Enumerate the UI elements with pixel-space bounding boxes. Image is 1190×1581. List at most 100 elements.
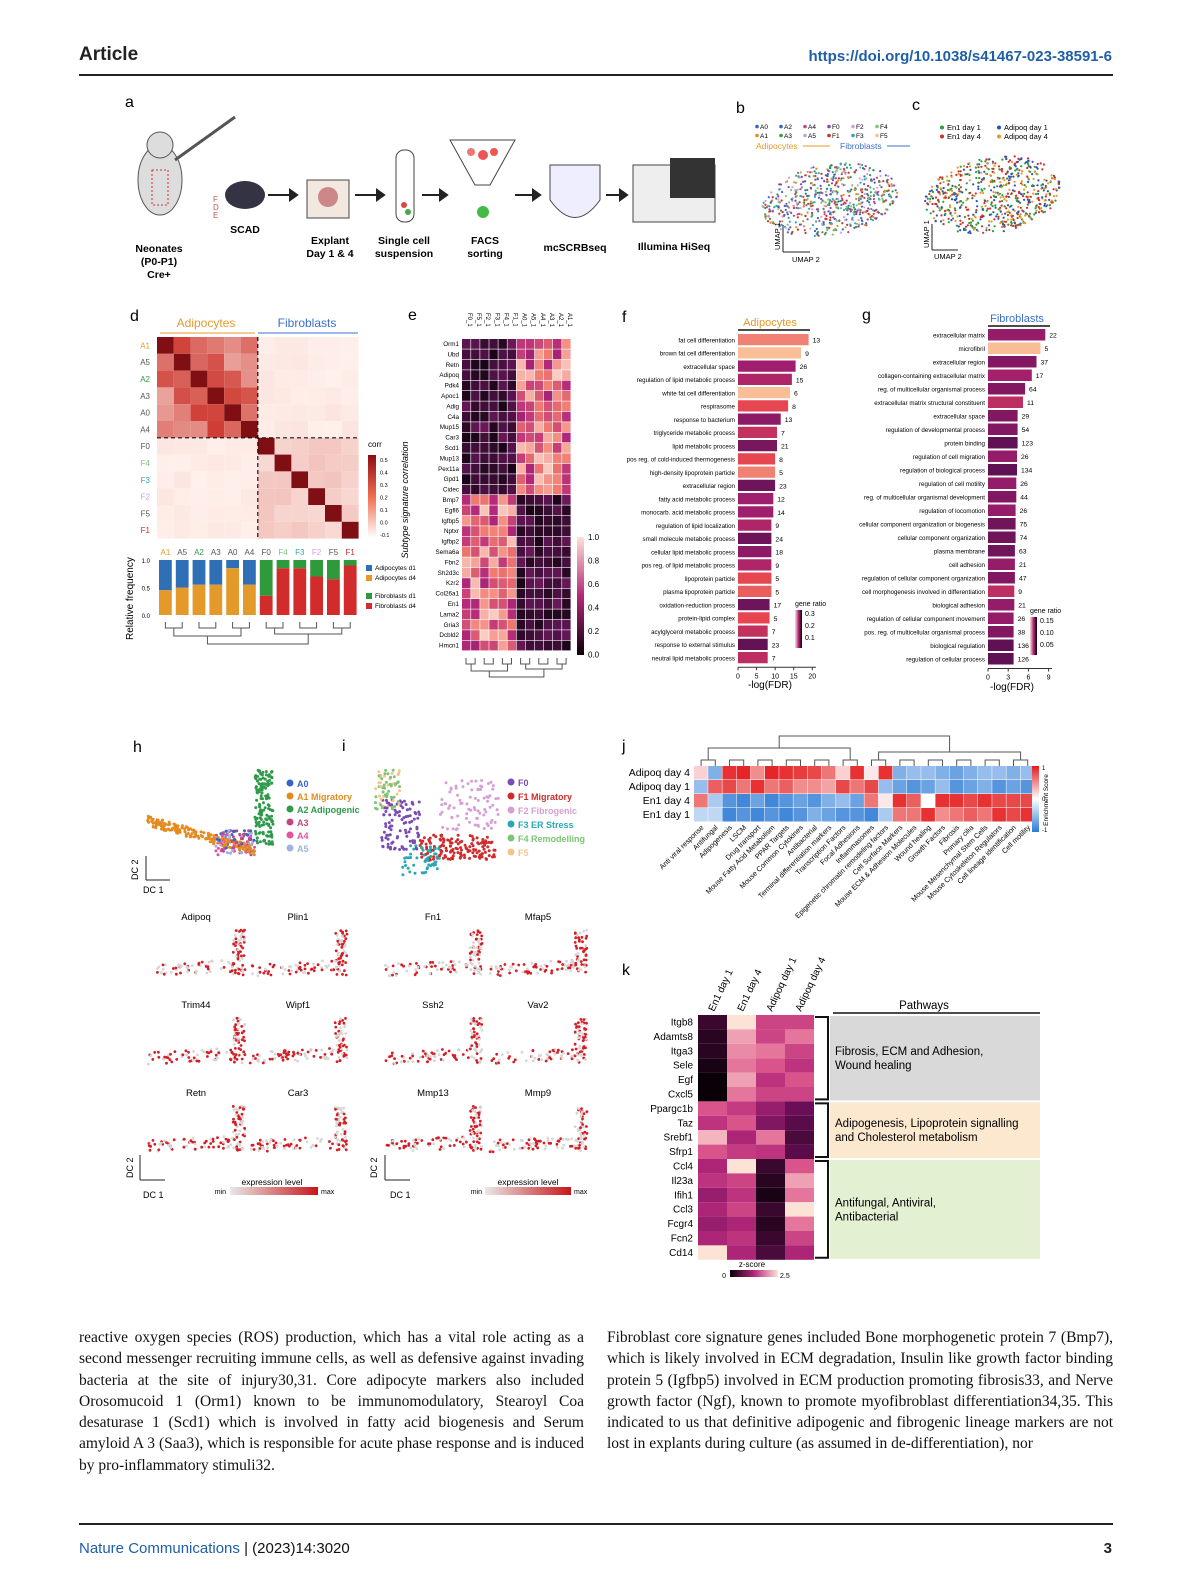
legend-dot xyxy=(507,848,515,856)
expr-point xyxy=(311,1143,315,1147)
umap-point xyxy=(1033,188,1036,191)
scatter-point xyxy=(390,807,394,811)
umap-point xyxy=(1052,195,1056,198)
bar-day1 xyxy=(192,560,206,585)
expr-point xyxy=(580,935,584,939)
scatter-point xyxy=(378,781,382,785)
umap-point xyxy=(867,207,870,210)
expr-point xyxy=(240,1031,244,1035)
scatter-point xyxy=(379,784,382,788)
umap-point xyxy=(997,208,1000,211)
umap-point xyxy=(866,209,869,212)
gene-label: En1 xyxy=(448,601,460,608)
scatter-point xyxy=(407,830,411,834)
umap-point xyxy=(831,179,835,182)
j-scale-bar xyxy=(1032,766,1039,832)
expr-point xyxy=(234,1038,238,1042)
umap-point xyxy=(808,207,811,210)
go-bar xyxy=(988,504,1016,516)
enrich-cell xyxy=(878,794,893,808)
enrich-cell xyxy=(807,766,822,780)
heat-cell xyxy=(507,453,516,464)
expr-point xyxy=(235,1142,239,1146)
expr-point xyxy=(548,1056,552,1059)
expr-point xyxy=(337,1029,341,1033)
umap-point xyxy=(884,174,887,177)
expr-point xyxy=(283,1147,286,1150)
umap-point xyxy=(959,170,962,173)
umap-point xyxy=(836,191,839,194)
dendro-branch xyxy=(465,658,476,665)
go-bar xyxy=(738,625,768,637)
umap-point xyxy=(955,224,959,227)
expr-point xyxy=(345,1139,348,1143)
heat-cell xyxy=(525,380,535,391)
scatter-point xyxy=(492,855,496,859)
scatter-point xyxy=(397,814,401,818)
umap-point xyxy=(1010,172,1013,176)
umap-point xyxy=(799,188,802,191)
umap-point xyxy=(847,191,850,194)
heat-cell xyxy=(534,536,544,547)
expr-point xyxy=(226,1145,230,1149)
expr-point xyxy=(480,942,484,945)
umap-point xyxy=(890,196,893,199)
heat-cell xyxy=(534,630,544,640)
expr-point xyxy=(400,963,403,967)
expr-point xyxy=(335,1148,339,1152)
umap-point xyxy=(839,162,843,165)
corr-cell xyxy=(325,521,342,539)
go-term: lipid metabolic process xyxy=(672,443,735,450)
enrich-cell xyxy=(892,766,907,780)
scatter-point xyxy=(258,802,261,806)
heat-cell xyxy=(480,599,489,609)
umap-point xyxy=(1039,162,1042,165)
umap-point xyxy=(977,170,980,173)
dendro-branch xyxy=(927,759,943,766)
expr-point xyxy=(512,1148,516,1151)
umap-point xyxy=(811,204,814,207)
heat-cell xyxy=(543,536,553,547)
col-label: F2 xyxy=(312,548,322,557)
corr-cell xyxy=(257,454,275,472)
expr-point xyxy=(470,1146,474,1149)
go-term: extracellular space xyxy=(683,364,735,371)
umap-point xyxy=(934,220,937,223)
expr-point xyxy=(469,955,472,959)
heat-cell xyxy=(553,609,562,620)
go-bar xyxy=(988,653,1014,665)
scatter-point xyxy=(155,822,158,826)
expr-point xyxy=(337,1039,341,1043)
footer-journal[interactable]: Nature Communications | (2023)14:3020 xyxy=(79,1540,350,1557)
expr-point xyxy=(344,951,347,954)
scatter-point xyxy=(214,849,218,853)
umap-point xyxy=(829,206,832,210)
svg-text:UMAP 1: UMAP 1 xyxy=(773,222,782,250)
expr-point xyxy=(555,1142,559,1146)
expr-point xyxy=(240,1104,244,1108)
expr-point xyxy=(215,1047,219,1051)
scatter-point xyxy=(488,805,492,809)
doi-link[interactable]: https://doi.org/10.1038/s41467-023-38591… xyxy=(808,48,1113,65)
umap-point xyxy=(781,190,784,194)
scatter-point xyxy=(393,805,397,808)
row-label: A5 xyxy=(140,358,150,367)
scale-tick: 0.5 xyxy=(380,458,388,464)
go-term: extracellular space xyxy=(933,413,985,420)
expr-point xyxy=(229,1058,233,1062)
legend-label: A1 Migratory xyxy=(297,792,352,802)
expr-point xyxy=(341,1110,344,1114)
scatter-point xyxy=(220,834,224,838)
expr-point xyxy=(187,1050,190,1054)
enrich-cell xyxy=(978,808,992,822)
scatter-point xyxy=(255,779,259,783)
panel-letter-i: i xyxy=(342,738,346,755)
expr-point xyxy=(384,968,388,971)
scatter-point xyxy=(454,786,458,790)
expr-point xyxy=(468,946,472,950)
scatter-point xyxy=(475,836,479,840)
expr-point xyxy=(390,1054,394,1057)
expr-point xyxy=(268,1057,272,1061)
heat-cell xyxy=(562,422,571,432)
scatter-point xyxy=(380,777,384,781)
